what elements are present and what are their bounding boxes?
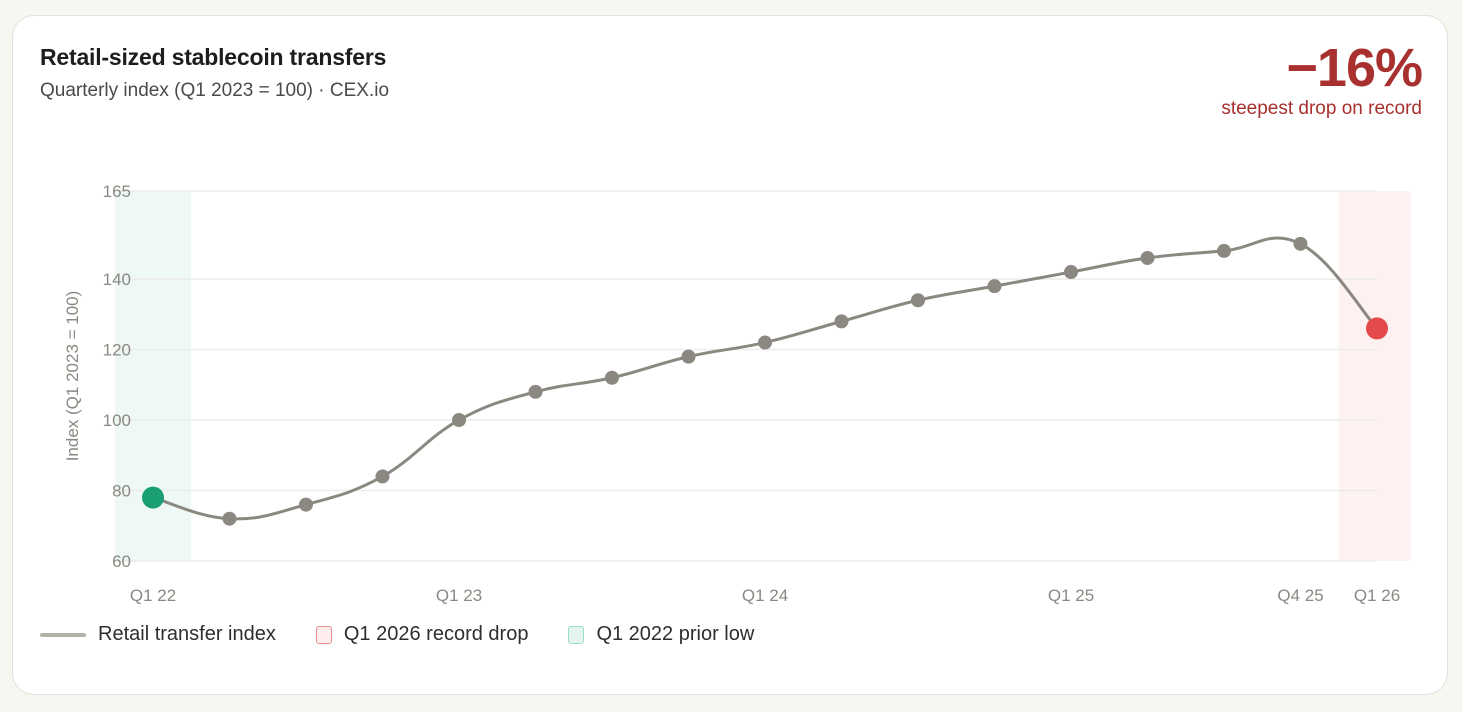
- data-point[interactable]: [987, 279, 1002, 294]
- x-tick-label: Q1 24: [742, 586, 788, 605]
- drop-caption: steepest drop on record: [1221, 98, 1422, 119]
- data-point[interactable]: [528, 384, 543, 399]
- x-tick-label: Q4 25: [1277, 586, 1323, 605]
- data-point[interactable]: [1293, 236, 1308, 251]
- chart-title: Retail-sized stablecoin transfers: [40, 44, 387, 70]
- data-point[interactable]: [1217, 243, 1231, 258]
- x-tick-label: Q1 26: [1354, 586, 1400, 605]
- data-point[interactable]: [911, 293, 925, 308]
- chart-legend: Retail transfer index Q1 2026 record dro…: [40, 623, 794, 646]
- data-point[interactable]: [834, 314, 849, 329]
- y-tick-label: 100: [103, 411, 131, 430]
- record-drop-band: [1339, 191, 1411, 561]
- y-tick-label: 60: [112, 552, 131, 571]
- record-drop-point[interactable]: [1366, 317, 1388, 340]
- data-point[interactable]: [758, 335, 772, 350]
- legend-item-record-drop[interactable]: Q1 2026 record drop: [315, 623, 529, 646]
- legend-swatch-green-icon: [568, 625, 585, 644]
- chart-card: [12, 15, 1448, 695]
- chart-subtitle: Quarterly index (Q1 2023 = 100) · CEX.io: [40, 80, 390, 101]
- legend-item-prior-low[interactable]: Q1 2022 prior low: [568, 623, 754, 646]
- y-tick-label: 80: [112, 482, 131, 501]
- data-point[interactable]: [452, 413, 466, 428]
- legend-item-index[interactable]: Retail transfer index: [40, 623, 276, 646]
- data-point[interactable]: [681, 349, 696, 364]
- data-point[interactable]: [222, 511, 237, 526]
- x-tick-label: Q1 22: [130, 586, 176, 605]
- legend-label: Q1 2026 record drop: [343, 623, 529, 645]
- legend-line-icon: [40, 632, 86, 637]
- data-point[interactable]: [375, 469, 390, 484]
- y-axis-label: Index (Q1 2023 = 100): [63, 291, 82, 462]
- y-tick-label: 165: [103, 182, 131, 201]
- y-tick-label: 140: [103, 270, 131, 289]
- data-point[interactable]: [605, 370, 619, 385]
- prior-low-point[interactable]: [142, 486, 164, 509]
- index-line: [152, 236, 1379, 521]
- x-tick-label: Q1 23: [436, 586, 482, 605]
- data-point[interactable]: [1064, 265, 1078, 280]
- drop-callout: −16% steepest drop on record: [1221, 38, 1423, 120]
- legend-swatch-red-icon: [315, 625, 332, 644]
- y-tick-label: 120: [103, 341, 131, 360]
- legend-label: Q1 2022 prior low: [596, 623, 755, 645]
- data-point[interactable]: [1140, 250, 1155, 265]
- drop-percentage: −16%: [1286, 38, 1423, 98]
- x-tick-label: Q1 25: [1048, 586, 1094, 605]
- legend-label: Retail transfer index: [98, 623, 276, 645]
- data-point[interactable]: [299, 497, 313, 512]
